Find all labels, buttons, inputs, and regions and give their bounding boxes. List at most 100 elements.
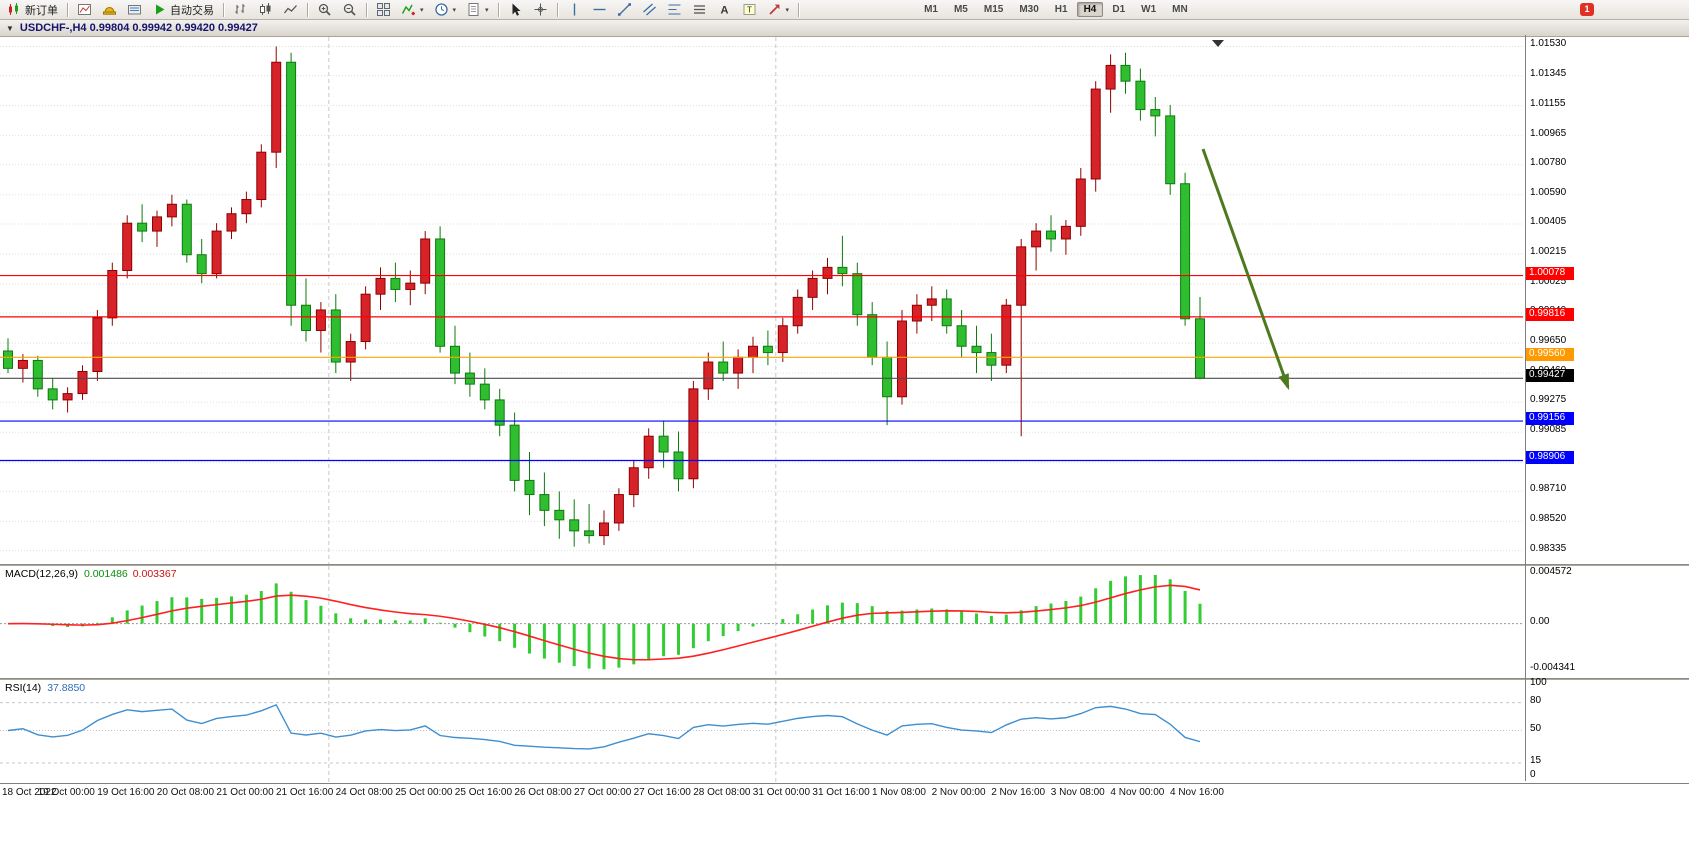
rsi-line (7, 703, 1201, 750)
price-axis-label: 1.01530 (1530, 38, 1567, 50)
trendline-tool-button[interactable] (613, 0, 636, 19)
time-axis-label: 28 Oct 08:00 (693, 787, 751, 798)
time-axis-label: 27 Oct 00:00 (574, 787, 632, 798)
zoom-out-button[interactable] (338, 0, 361, 19)
periods-button[interactable]: ▾ (430, 0, 461, 19)
macd-histogram (21, 574, 1202, 670)
rsi-panel: RSI(14) 37.8850 (0, 680, 1689, 783)
macd-chart[interactable] (0, 566, 1525, 678)
price-badge: 0.98906 (1526, 451, 1574, 465)
time-axis-label: 18 Oct 2022 (2, 787, 57, 798)
price-axis-label: 0.98335 (1530, 542, 1567, 554)
timeframe-h4[interactable]: H4 (1076, 2, 1104, 17)
panel-splitter[interactable] (0, 564, 1689, 566)
crosshair-tool-button[interactable] (529, 0, 552, 19)
svg-text:A: A (720, 5, 728, 17)
time-axis-label: 3 Nov 08:00 (1050, 787, 1105, 798)
profiles-button[interactable] (98, 0, 121, 19)
hat-icon (103, 7, 116, 15)
panel-splitter[interactable] (0, 678, 1689, 680)
new-order-button[interactable]: 新订单 (3, 0, 62, 19)
timeframe-m30[interactable]: M30 (1019, 4, 1039, 15)
tline-icon (617, 3, 631, 16)
price-badge: 0.99156 (1526, 412, 1574, 426)
time-axis-label: 20 Oct 08:00 (156, 787, 215, 798)
bar-chart-mode-button[interactable] (229, 0, 252, 19)
trend-arrow[interactable] (1201, 148, 1290, 391)
shapes-tool-button[interactable] (688, 0, 711, 19)
timeframe-m15[interactable]: M15 (983, 4, 1004, 15)
macd-axis-label: 0.00 (1530, 615, 1550, 627)
rsi-axis-label: 80 (1530, 694, 1542, 706)
timeframe-m1[interactable]: M1 (924, 4, 938, 15)
vertical-line-tool-button[interactable] (563, 0, 586, 19)
price-axis-label: 1.00780 (1530, 156, 1567, 168)
cursor-tool-button[interactable] (504, 0, 527, 19)
cursor-icon (512, 3, 521, 16)
toolbar-separator (497, 2, 499, 17)
toolbar-separator (67, 2, 68, 17)
time-axis-label: 21 Oct 16:00 (276, 787, 334, 798)
timeframe-w1[interactable]: W1 (1141, 4, 1157, 15)
time-axis-label: 2 Nov 16:00 (991, 787, 1046, 798)
template-icon (468, 3, 479, 16)
timeframe-mn[interactable]: MN (1172, 4, 1188, 15)
line-chart-mode-button[interactable] (279, 0, 302, 19)
terminal-icon (128, 5, 141, 15)
notification-badge[interactable]: 1 (1580, 3, 1594, 16)
text-tool-button[interactable]: A (713, 0, 736, 19)
macd-label: MACD(12,26,9) (5, 568, 78, 580)
chart-icon (78, 4, 91, 15)
linechart-icon (283, 5, 297, 14)
zoomin-icon (318, 3, 331, 16)
main-chart-panel (0, 37, 1689, 564)
hline-icon (593, 8, 606, 11)
main-chart[interactable] (0, 37, 1525, 564)
new-order-label: 新订单 (25, 4, 58, 17)
fibonacci-tool-button[interactable] (663, 0, 686, 19)
price-axis-label: 1.01155 (1530, 97, 1566, 109)
bars-icon (235, 4, 245, 14)
play-icon (156, 4, 165, 15)
arrows-tool-button[interactable]: ▾ (763, 0, 794, 19)
text-label-tool-button[interactable]: T (738, 0, 761, 19)
price-axis-label: 0.98710 (1530, 483, 1567, 495)
toolbar-separator (798, 2, 800, 17)
terminal-button[interactable] (123, 0, 146, 19)
indicators-list-button[interactable]: ▾ (397, 0, 428, 19)
candlestick-mode-button[interactable] (254, 0, 277, 19)
timeframe-m5[interactable]: M5 (953, 4, 968, 15)
rsi-chart[interactable] (0, 680, 1525, 783)
horizontal-line-tool-button[interactable] (588, 0, 611, 19)
time-axis-label: 31 Oct 16:00 (812, 787, 870, 798)
time-axis[interactable]: 18 Oct 2022 19 Oct 00:00 19 Oct 16:00 20 Oc… (0, 783, 1689, 804)
price-axis-label: 0.98520 (1530, 513, 1567, 525)
chart-menu-icon[interactable]: ▼ (6, 23, 14, 33)
toolbar-separator (307, 2, 308, 17)
templates-button[interactable]: ▾ (462, 0, 493, 19)
price-badge: 0.99427 (1526, 369, 1574, 383)
macd-signal-line (7, 584, 1201, 661)
auto-trading-button[interactable]: 自动交易 (148, 0, 218, 19)
channel-tool-button[interactable] (638, 0, 661, 19)
timeframe-d1[interactable]: D1 (1112, 4, 1126, 15)
price-axis[interactable]: 1.01530 1.01345 1.01155 1.00965 1.00780 1.005… (1525, 35, 1689, 781)
main-toolbar: 1 新订单 自动交易 ▾ ▾ ▾ A T ▾ M1 M5 M15 M30 H1 H4 D1 W1 MN (0, 0, 1689, 20)
tile-windows-button[interactable] (372, 0, 395, 19)
new-chart-button[interactable] (73, 0, 96, 19)
timeframe-h1[interactable]: H1 (1054, 4, 1068, 15)
zoomout-icon (343, 3, 356, 16)
chart-shift-marker[interactable] (1212, 40, 1224, 47)
candles-icon (260, 3, 271, 15)
rsi-axis-label: 50 (1530, 722, 1542, 734)
price-axis-label: 1.00025 (1530, 275, 1567, 287)
time-axis-label: 19 Oct 16:00 (97, 787, 155, 798)
macd-panel: MACD(12,26,9) 0.001486 0.003367 (0, 566, 1689, 678)
zoom-in-button[interactable] (313, 0, 336, 19)
macd-axis-label: 0.004572 (1530, 566, 1572, 577)
channel-icon (642, 3, 656, 16)
time-axis-label: 2 Nov 00:00 (931, 787, 986, 798)
price-axis-label: 0.99275 (1530, 394, 1567, 406)
time-axis-label: 4 Nov 16:00 (1170, 787, 1224, 798)
price-badge: 1.00078 (1526, 266, 1574, 280)
